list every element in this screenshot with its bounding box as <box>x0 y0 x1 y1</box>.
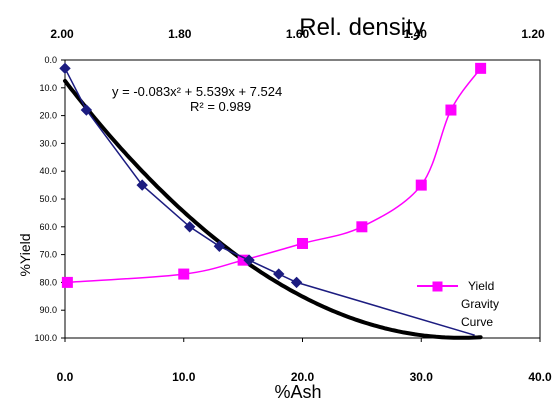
legend-label-line2: Gravity <box>461 297 499 311</box>
x-tick-label: 0.0 <box>57 370 74 384</box>
yield-gravity-point <box>415 179 427 191</box>
plot-area <box>64 59 541 339</box>
chart-title: Rel. density <box>299 14 424 41</box>
trendline-equation: y = -0.083x² + 5.539x + 7.524 <box>112 84 282 99</box>
top-axis: 2.00 1.80 1.60 1.40 1.20 <box>50 27 545 41</box>
x-axis: 0.0 10.0 20.0 30.0 40.0 <box>57 338 552 384</box>
yield-gravity-point <box>445 104 457 116</box>
y-tick-label: 20.0 <box>39 111 57 121</box>
y-axis: 0.0 10.0 20.0 30.0 40.0 50.0 60.0 70.0 80.0 90.0 1… <box>34 55 65 343</box>
x-tick-label: 20.0 <box>291 370 315 384</box>
y-tick-label: 80.0 <box>39 277 57 287</box>
yield-gravity-point <box>356 221 368 233</box>
ash-yield-point <box>136 179 148 191</box>
y-tick-label: 60.0 <box>39 222 57 232</box>
ash-yield-point <box>80 104 93 116</box>
y-axis-title: %Yield <box>17 233 33 276</box>
x-tick-label: 30.0 <box>410 370 434 384</box>
legend: Yield Gravity Curve <box>417 279 499 329</box>
y-tick-label: 100.0 <box>34 333 57 343</box>
y-tick-label: 70.0 <box>39 250 57 260</box>
x-tick-label: 40.0 <box>528 370 552 384</box>
y-tick-label: 50.0 <box>39 194 57 204</box>
y-tick-label: 90.0 <box>39 305 57 315</box>
legend-label-line1: Yield <box>468 279 494 293</box>
top-tick-label: 1.20 <box>521 27 545 41</box>
top-tick-label: 2.00 <box>50 27 74 41</box>
ash-yield-point <box>59 62 71 75</box>
trendline-curve <box>63 78 483 340</box>
top-tick-label: 1.40 <box>404 27 428 41</box>
yield-gravity-point <box>475 62 487 74</box>
ash-yield-point <box>273 268 285 280</box>
yield-gravity-point <box>178 268 190 280</box>
top-tick-label: 1.60 <box>286 27 310 41</box>
y-tick-label: 40.0 <box>39 166 57 176</box>
ash-yield-point <box>183 221 196 233</box>
ash-yield-point <box>243 254 255 266</box>
y-tick-label: 0.0 <box>44 55 57 65</box>
r-squared-label: R² = 0.989 <box>190 99 251 114</box>
x-tick-label: 10.0 <box>172 370 196 384</box>
ash-yield-point <box>213 240 226 252</box>
yield-gravity-point <box>61 276 73 288</box>
top-tick-label: 1.80 <box>168 27 192 41</box>
y-tick-label: 30.0 <box>39 138 57 148</box>
ash-yield-point <box>290 276 303 289</box>
yield-gravity-point <box>297 237 308 249</box>
legend-label-line3: Curve <box>461 315 493 329</box>
legend-marker-swatch <box>432 281 443 292</box>
y-tick-label: 10.0 <box>39 83 57 93</box>
series-layer <box>59 62 487 340</box>
x-axis-title: %Ash <box>274 382 321 402</box>
